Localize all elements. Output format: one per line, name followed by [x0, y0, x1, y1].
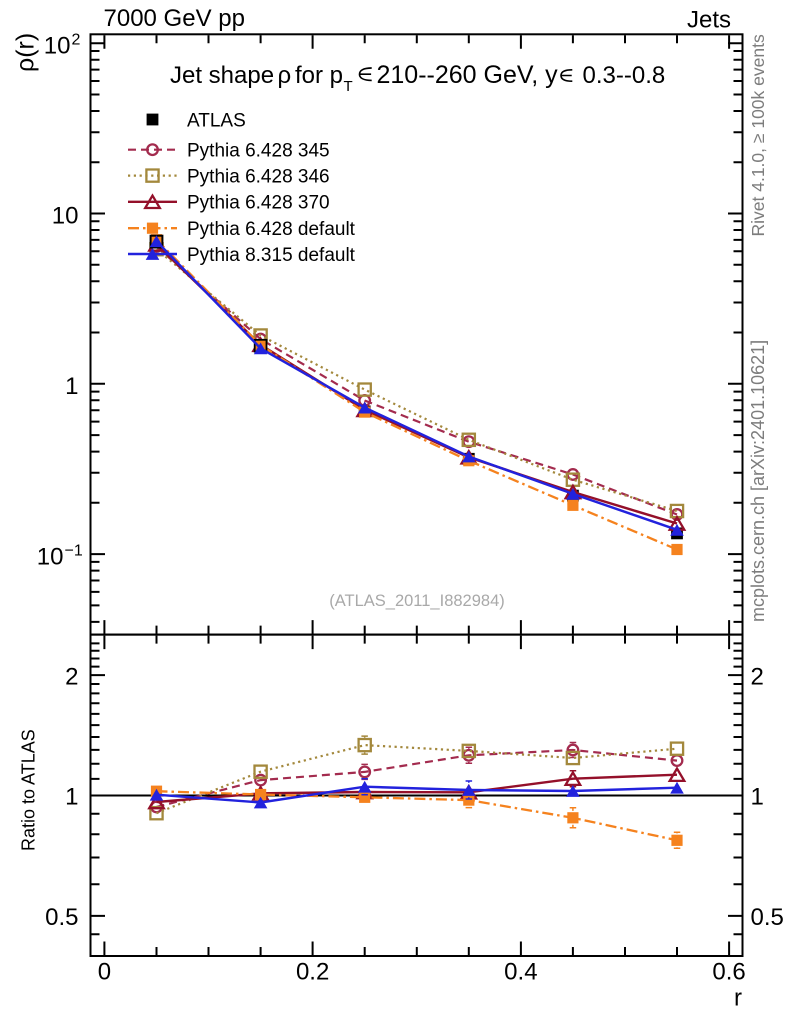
- svg-text:0: 0: [98, 959, 111, 986]
- svg-text:Pythia 8.315 default: Pythia 8.315 default: [187, 245, 356, 266]
- svg-text:for p: for p: [295, 62, 343, 89]
- svg-text:10: 10: [44, 32, 71, 59]
- svg-text:1: 1: [751, 784, 764, 811]
- svg-text:ρ: ρ: [278, 62, 292, 89]
- svg-text:Pythia 6.428 default: Pythia 6.428 default: [187, 219, 356, 240]
- svg-text:Ratio to ATLAS: Ratio to ATLAS: [19, 729, 39, 851]
- svg-text:ATLAS: ATLAS: [187, 110, 246, 131]
- svg-text:0.5: 0.5: [45, 904, 78, 931]
- svg-text:10: 10: [52, 203, 79, 230]
- svg-text:0.2: 0.2: [296, 959, 329, 986]
- svg-text:2: 2: [65, 663, 78, 690]
- svg-text:0.5: 0.5: [751, 904, 784, 931]
- svg-text:2: 2: [72, 32, 81, 49]
- svg-text:Pythia 6.428 345: Pythia 6.428 345: [187, 141, 330, 162]
- svg-text:Jet shape: Jet shape: [170, 62, 274, 89]
- svg-text:Pythia 6.428 370: Pythia 6.428 370: [187, 193, 330, 214]
- svg-text:ρ(r): ρ(r): [12, 33, 40, 72]
- svg-text:(ATLAS_2011_I882984): (ATLAS_2011_I882984): [329, 592, 505, 610]
- svg-text:2: 2: [751, 663, 764, 690]
- svg-text:0.6: 0.6: [712, 959, 745, 986]
- svg-text:T: T: [344, 78, 353, 95]
- svg-text:0.4: 0.4: [504, 959, 537, 986]
- svg-text:mcplots.cern.ch [arXiv:2401.10: mcplots.cern.ch [arXiv:2401.10621]: [748, 340, 768, 622]
- svg-text:7000 GeV pp: 7000 GeV pp: [104, 5, 245, 32]
- svg-text:10: 10: [37, 543, 64, 570]
- svg-text:−1: −1: [65, 543, 83, 560]
- svg-text:210--260 GeV, y: 210--260 GeV, y: [377, 61, 559, 89]
- svg-text:Pythia 6.428 346: Pythia 6.428 346: [187, 166, 330, 187]
- svg-text:Rivet 4.1.0, ≥ 100k events: Rivet 4.1.0, ≥ 100k events: [748, 34, 768, 236]
- svg-text:r: r: [734, 985, 742, 1012]
- svg-text:0.3--0.8: 0.3--0.8: [583, 62, 666, 89]
- svg-text:Jets: Jets: [687, 7, 731, 34]
- svg-text:1: 1: [65, 784, 78, 811]
- svg-text:1: 1: [65, 373, 78, 400]
